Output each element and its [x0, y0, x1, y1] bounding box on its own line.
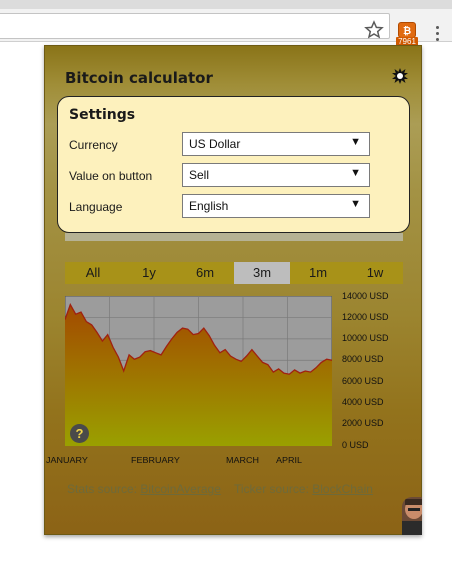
y-tick-label: 6000 USD: [342, 376, 384, 386]
period-tabs: All 1y 6m 3m 1m 1w: [65, 262, 403, 284]
tab-1y[interactable]: 1y: [142, 265, 156, 280]
tab-1m[interactable]: 1m: [308, 265, 328, 280]
price-chart: [65, 296, 332, 446]
x-tick-label: FEBRUARY: [131, 455, 180, 465]
settings-title: Settings: [69, 107, 136, 123]
currency-label: Currency: [69, 138, 118, 152]
ticker-source-label: Ticker source:: [234, 482, 309, 496]
help-button[interactable]: ?: [70, 424, 89, 443]
price-area: [65, 304, 332, 446]
currency-value: US Dollar: [189, 137, 241, 151]
y-tick-label: 12000 USD: [342, 312, 389, 322]
y-tick-label: 4000 USD: [342, 397, 384, 407]
language-value: English: [189, 199, 229, 213]
button-value-label: Value on button: [69, 169, 153, 183]
address-bar[interactable]: [0, 13, 390, 39]
chevron-down-icon: ▼: [350, 167, 361, 179]
price-badge: 7961: [396, 37, 418, 47]
chevron-down-icon: ▼: [350, 136, 361, 148]
browser-toolbar: ₿ 7961: [0, 9, 452, 47]
x-tick-label: JANUARY: [46, 455, 88, 465]
ticker-source-link[interactable]: BlockChain: [312, 482, 373, 496]
button-value-select[interactable]: Sell ▼: [182, 163, 370, 187]
tab-6m[interactable]: 6m: [195, 265, 215, 280]
bitcoin-extension-button[interactable]: ₿ 7961: [396, 22, 418, 47]
svg-text:₿: ₿: [403, 25, 411, 36]
y-tick-label: 0 USD: [342, 440, 369, 450]
button-value-value: Sell: [189, 168, 210, 182]
stats-source-label: Stats source:: [67, 482, 138, 496]
chevron-down-icon: ▼: [350, 198, 361, 210]
bookmark-star-icon[interactable]: [364, 20, 384, 40]
tab-1w[interactable]: 1w: [366, 265, 384, 280]
tab-3m[interactable]: 3m: [234, 262, 290, 284]
window-top-strip: [0, 0, 452, 9]
y-tick-label: 2000 USD: [342, 418, 384, 428]
x-tick-label: MARCH: [226, 455, 259, 465]
settings-panel: Settings Currency US Dollar ▼ Value on b…: [57, 96, 410, 233]
price-line: [65, 303, 332, 375]
bitcoin-icon: ₿: [398, 22, 416, 38]
bitcoin-calculator-popup: Bitcoin calculator Settings Currency US …: [44, 45, 422, 535]
language-select[interactable]: English ▼: [182, 194, 370, 218]
language-label: Language: [69, 200, 123, 214]
popup-title: Bitcoin calculator: [65, 69, 213, 87]
y-tick-label: 14000 USD: [342, 291, 389, 301]
y-tick-label: 8000 USD: [342, 354, 384, 364]
avatar: [402, 497, 422, 535]
y-tick-label: 10000 USD: [342, 333, 389, 343]
browser-menu-icon[interactable]: [436, 26, 440, 44]
stats-source-link[interactable]: BitcoinAverage: [140, 482, 221, 496]
x-tick-label: APRIL: [276, 455, 303, 465]
currency-select[interactable]: US Dollar ▼: [182, 132, 370, 156]
settings-gear-icon[interactable]: [391, 67, 409, 85]
panel-strip: [65, 233, 403, 241]
tab-all[interactable]: All: [85, 265, 101, 280]
sources-footer: Stats source: BitcoinAverage Ticker sour…: [67, 482, 373, 496]
